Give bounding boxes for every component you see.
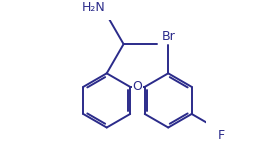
Text: Br: Br <box>161 30 175 44</box>
Text: H₂N: H₂N <box>82 1 106 14</box>
Text: O: O <box>132 80 143 93</box>
Text: F: F <box>217 129 224 142</box>
